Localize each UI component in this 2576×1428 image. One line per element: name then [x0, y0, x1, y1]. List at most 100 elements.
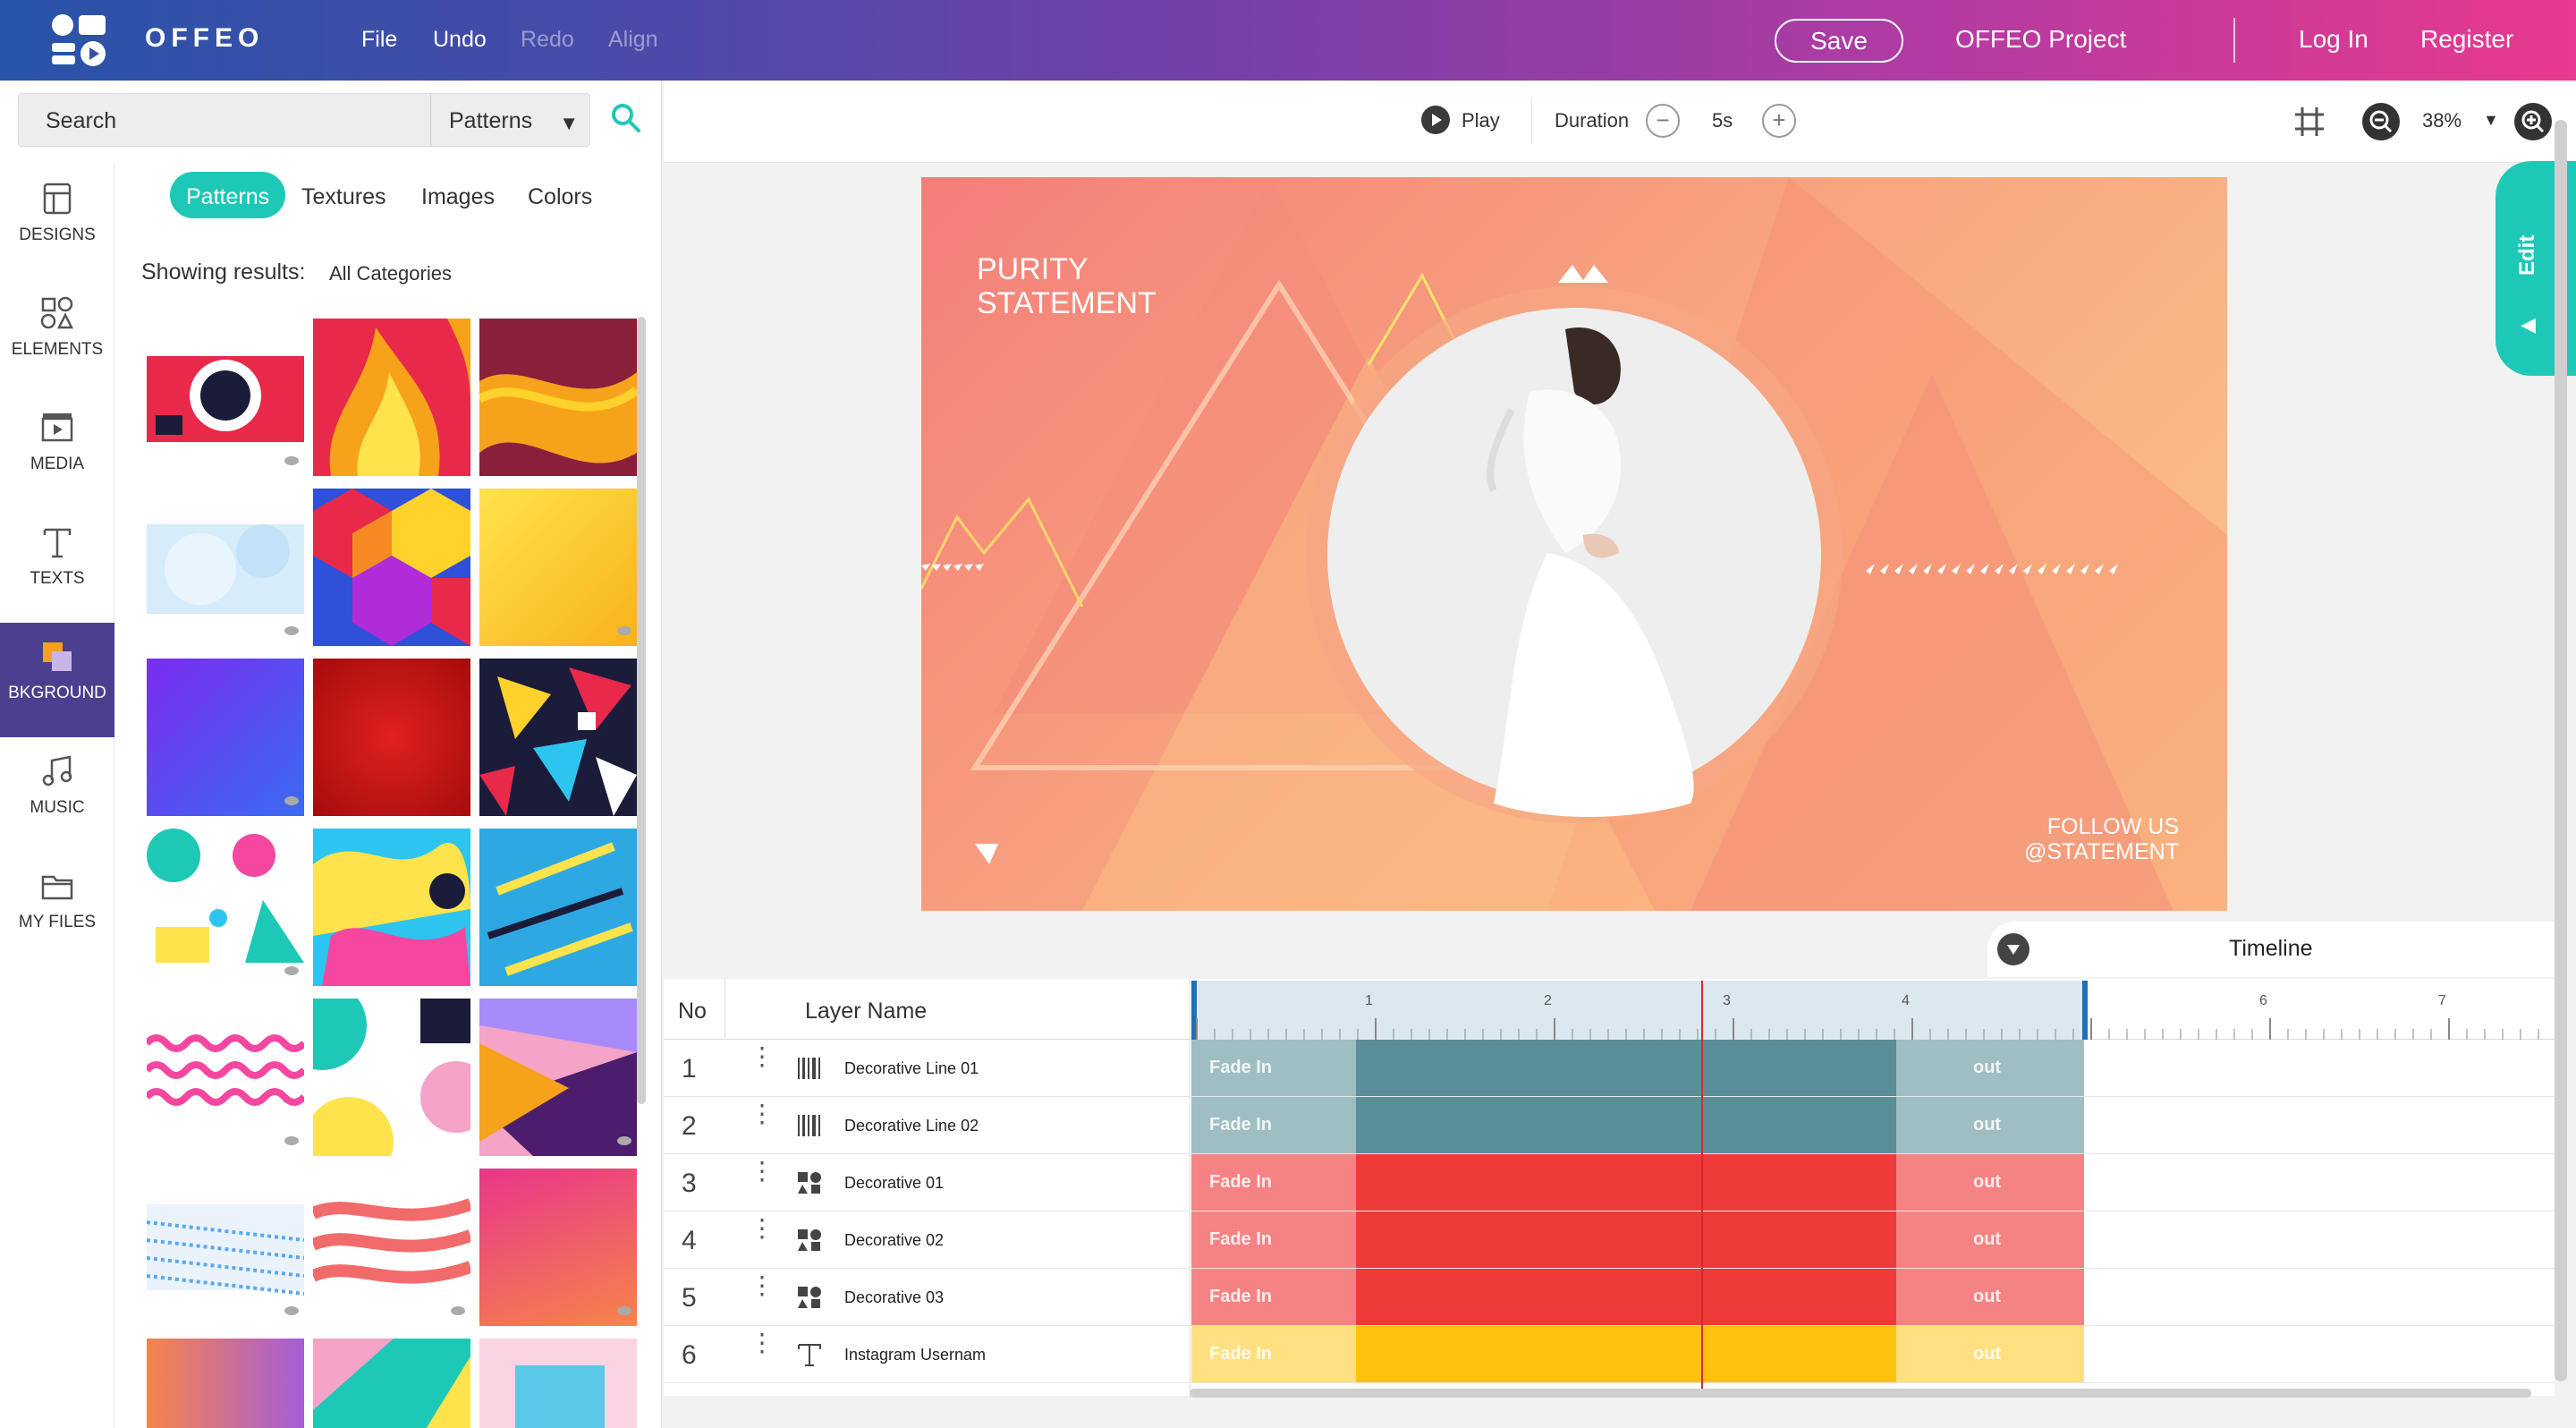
- search-input[interactable]: Search: [46, 108, 117, 133]
- zoom-in-icon[interactable]: [2513, 102, 2553, 141]
- zoom-level[interactable]: 38%: [2422, 109, 2462, 132]
- range-end-handle[interactable]: [2082, 981, 2088, 1040]
- pattern-thumbnail[interactable]: [313, 489, 470, 646]
- layer-row[interactable]: 1 ⋮ Decorative Line 01 Fade In out: [664, 1040, 2555, 1097]
- zoom-out-icon[interactable]: [2361, 102, 2401, 141]
- pattern-thumbnail[interactable]: [313, 1169, 470, 1326]
- canvas-title[interactable]: PURITY STATEMENT: [977, 252, 1157, 320]
- pattern-thumbnail[interactable]: [147, 659, 304, 816]
- fade-out-segment[interactable]: [1896, 1154, 2084, 1211]
- pattern-thumbnail[interactable]: [313, 829, 470, 986]
- layer-duration-bar[interactable]: [1356, 1154, 1896, 1211]
- fade-in-segment[interactable]: [1191, 1154, 1356, 1211]
- layer-name[interactable]: Decorative 02: [844, 1231, 945, 1249]
- layer-name[interactable]: Decorative 03: [844, 1288, 945, 1306]
- pattern-thumbnail[interactable]: [147, 1339, 304, 1428]
- menu-file[interactable]: File: [361, 27, 398, 52]
- sidebar-item-my-files[interactable]: MY FILES: [0, 852, 114, 966]
- pattern-thumbnail[interactable]: [479, 319, 637, 476]
- sidebar-item-background[interactable]: BKGROUND: [0, 623, 114, 737]
- layer-duration-bar[interactable]: [1356, 1211, 1896, 1268]
- layer-menu-icon[interactable]: ⋮: [750, 1042, 775, 1070]
- timeline-scrollbar[interactable]: [1190, 1389, 2531, 1398]
- duration-decrease-button[interactable]: −: [1646, 104, 1680, 138]
- layer-name[interactable]: Decorative 01: [844, 1174, 945, 1192]
- pattern-thumbnail[interactable]: [147, 829, 304, 986]
- layer-duration-bar[interactable]: [1356, 1269, 1896, 1325]
- menu-align[interactable]: Align: [608, 27, 658, 52]
- pattern-thumbnail[interactable]: [479, 1169, 637, 1326]
- duration-increase-button[interactable]: +: [1762, 104, 1796, 138]
- pattern-thumbnail[interactable]: [147, 999, 304, 1156]
- layer-duration-bar[interactable]: [1356, 1040, 1896, 1096]
- tab-images[interactable]: Images: [421, 184, 495, 209]
- offeo-logo-icon[interactable]: [50, 13, 109, 68]
- layer-duration-bar[interactable]: [1356, 1097, 1896, 1153]
- fade-out-segment[interactable]: [1896, 1097, 2084, 1153]
- layer-duration-bar[interactable]: [1356, 1326, 1896, 1382]
- right-scrollbar[interactable]: [2555, 120, 2567, 1381]
- tab-patterns[interactable]: Patterns: [170, 172, 286, 218]
- sidebar-item-music[interactable]: MUSIC: [0, 737, 114, 852]
- layer-name[interactable]: Instagram Usernam: [844, 1346, 987, 1364]
- menu-undo[interactable]: Undo: [433, 27, 487, 52]
- menu-redo[interactable]: Redo: [521, 27, 574, 52]
- pattern-thumbnail[interactable]: [147, 1169, 304, 1326]
- fade-in-segment[interactable]: [1191, 1040, 1356, 1096]
- pattern-thumbnail[interactable]: [313, 1339, 470, 1428]
- layer-menu-icon[interactable]: ⋮: [750, 1100, 775, 1127]
- play-button[interactable]: Play: [1462, 109, 1500, 132]
- pattern-thumbnail[interactable]: [479, 1339, 637, 1428]
- fade-out-segment[interactable]: [1896, 1326, 2084, 1382]
- tab-colors[interactable]: Colors: [528, 184, 593, 209]
- category-filter[interactable]: All Categories: [329, 262, 452, 285]
- fade-in-segment[interactable]: [1191, 1326, 1356, 1382]
- layer-name[interactable]: Decorative Line 02: [844, 1117, 979, 1135]
- pattern-thumbnail[interactable]: [479, 659, 637, 816]
- category-select[interactable]: Patterns ▼: [430, 94, 591, 146]
- sidebar-item-media[interactable]: MEDIA: [0, 394, 114, 508]
- fade-in-segment[interactable]: [1191, 1269, 1356, 1325]
- sidebar-item-designs[interactable]: DESIGNS: [0, 165, 114, 279]
- canvas-follow-text[interactable]: FOLLOW US @STATEMENT: [2024, 814, 2179, 864]
- layer-row[interactable]: 5 ⋮ Decorative 03 Fade In out: [664, 1269, 2555, 1326]
- project-name[interactable]: OFFEO Project: [1955, 25, 2127, 53]
- layer-menu-icon[interactable]: ⋮: [750, 1157, 775, 1185]
- layer-menu-icon[interactable]: ⋮: [750, 1329, 775, 1356]
- sidebar-item-elements[interactable]: ELEMENTS: [0, 279, 114, 394]
- register-link[interactable]: Register: [2420, 25, 2514, 53]
- sidebar-item-texts[interactable]: TEXTS: [0, 508, 114, 623]
- panel-scrollbar[interactable]: [637, 317, 646, 1104]
- pattern-thumbnail[interactable]: [313, 319, 470, 476]
- pattern-thumbnail[interactable]: [479, 999, 637, 1156]
- save-button[interactable]: Save: [1775, 19, 1903, 63]
- fade-in-segment[interactable]: [1191, 1211, 1356, 1268]
- pattern-thumbnail[interactable]: [147, 319, 304, 476]
- pattern-thumbnail[interactable]: [313, 659, 470, 816]
- design-canvas[interactable]: PURITY STATEMENT FOLLOW US @STATEMENT: [921, 177, 2227, 911]
- layer-menu-icon[interactable]: ⋮: [750, 1214, 775, 1242]
- zoom-dropdown-arrow-icon[interactable]: ▼: [2483, 111, 2499, 129]
- layer-row[interactable]: 3 ⋮ Decorative 01 Fade In out: [664, 1154, 2555, 1211]
- layer-row[interactable]: 6 ⋮ Instagram Usernam Fade In out: [664, 1326, 2555, 1383]
- layer-name[interactable]: Decorative Line 01: [844, 1059, 979, 1077]
- pattern-thumbnail[interactable]: [479, 829, 637, 986]
- pattern-thumbnail[interactable]: [313, 999, 470, 1156]
- grid-icon[interactable]: [2292, 104, 2327, 140]
- playhead[interactable]: [1701, 981, 1703, 1389]
- fade-out-segment[interactable]: [1896, 1040, 2084, 1096]
- range-start-handle[interactable]: [1191, 981, 1197, 1040]
- layer-row[interactable]: 2 ⋮ Decorative Line 02 Fade In out: [664, 1097, 2555, 1154]
- pattern-thumbnail[interactable]: [147, 489, 304, 646]
- timeline-collapse-icon[interactable]: [1996, 932, 2030, 966]
- pattern-thumbnail[interactable]: [479, 489, 637, 646]
- fade-in-segment[interactable]: [1191, 1097, 1356, 1153]
- login-link[interactable]: Log In: [2299, 25, 2368, 53]
- fade-out-segment[interactable]: [1896, 1211, 2084, 1268]
- fade-out-segment[interactable]: [1896, 1269, 2084, 1325]
- layer-row[interactable]: 4 ⋮ Decorative 02 Fade In out: [664, 1211, 2555, 1269]
- tab-textures[interactable]: Textures: [301, 184, 386, 209]
- play-icon[interactable]: [1420, 105, 1451, 135]
- search-icon[interactable]: [608, 100, 644, 136]
- timeline-ruler[interactable]: [1191, 979, 2551, 1040]
